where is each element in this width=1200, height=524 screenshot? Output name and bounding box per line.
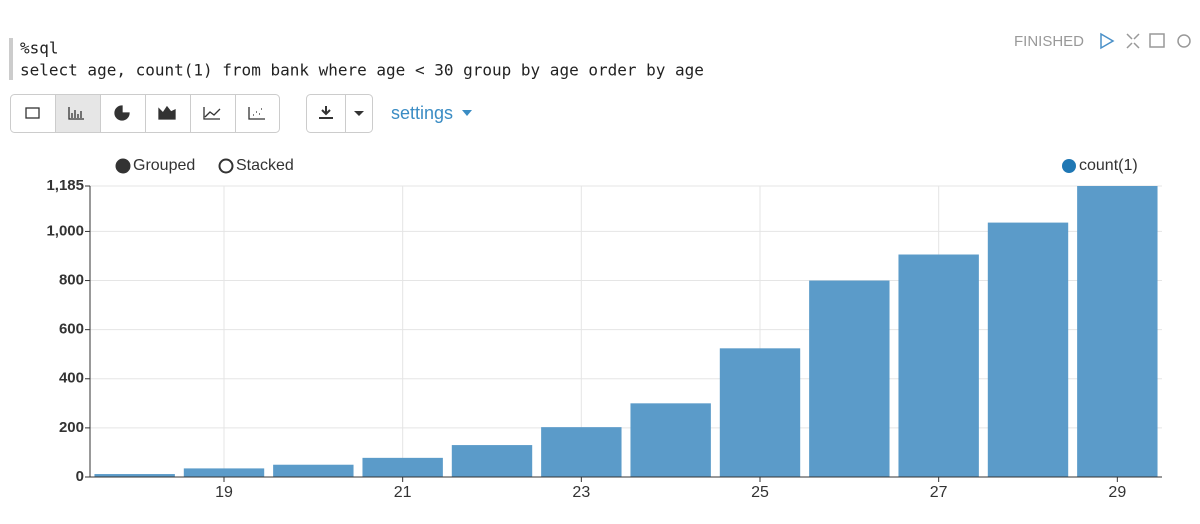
x-tick-label: 25 [751,484,769,501]
bar [362,457,443,477]
bar [987,222,1069,477]
controls[interactable] [1100,32,1191,50]
bar-icon[interactable] [68,107,84,120]
status: FINISHED [1014,33,1084,50]
code-border [9,38,13,80]
bar [541,427,622,477]
y-tick-label: 800 [59,272,84,289]
y-tick-label: 1,000 [46,222,84,239]
x-tick-label: 23 [572,484,590,501]
caret[interactable] [354,111,364,116]
x-tick-label: 29 [1108,484,1126,501]
y-tick-label: 0 [76,468,84,485]
bar [898,254,979,477]
bar [1077,186,1158,477]
y-tick-label: 200 [59,419,84,436]
mode-label: Grouped [133,157,195,174]
mode-radio[interactable] [115,158,131,174]
table-icon[interactable] [25,107,40,119]
bar-chart-button[interactable] [55,94,101,133]
y-tick-label: 600 [59,321,84,338]
settings-icon[interactable] [1177,34,1191,48]
y-tick-label: 1,185 [46,177,84,194]
legend-marker [1062,159,1076,173]
download-group[interactable] [306,94,373,133]
chart-toolbar: settings [10,94,472,133]
bar [94,474,175,477]
bar [451,445,533,477]
download-icon[interactable] [319,106,333,119]
bar [719,348,801,477]
area-icon[interactable] [158,105,176,120]
settings-link[interactable]: settings [391,103,453,123]
code-line: %sql [20,39,59,58]
code-line: select age, count(1) from bank where age… [20,61,704,80]
caret[interactable] [462,110,472,116]
collapse-icon[interactable] [1126,33,1140,49]
bar [630,403,711,477]
x-tick-label: 19 [215,484,233,501]
legend-label: count(1) [1079,157,1138,174]
chart: 0 200 400 600 800 1,000 1,185 19 21 23 25 27 29 Group… [46,157,1162,501]
x-tick-label: 27 [930,484,948,501]
scatter-icon[interactable] [248,107,265,120]
line-icon[interactable] [203,107,221,120]
mode-radio[interactable] [218,158,234,174]
pie-icon[interactable] [114,105,130,121]
y-tick-label: 400 [59,370,84,387]
x-tick-label: 21 [394,484,412,501]
book-icon[interactable] [1149,33,1165,48]
bar [809,280,890,477]
run-icon[interactable] [1100,32,1115,50]
mode-label: Stacked [236,157,294,174]
bar [183,468,265,477]
bar [273,464,354,477]
